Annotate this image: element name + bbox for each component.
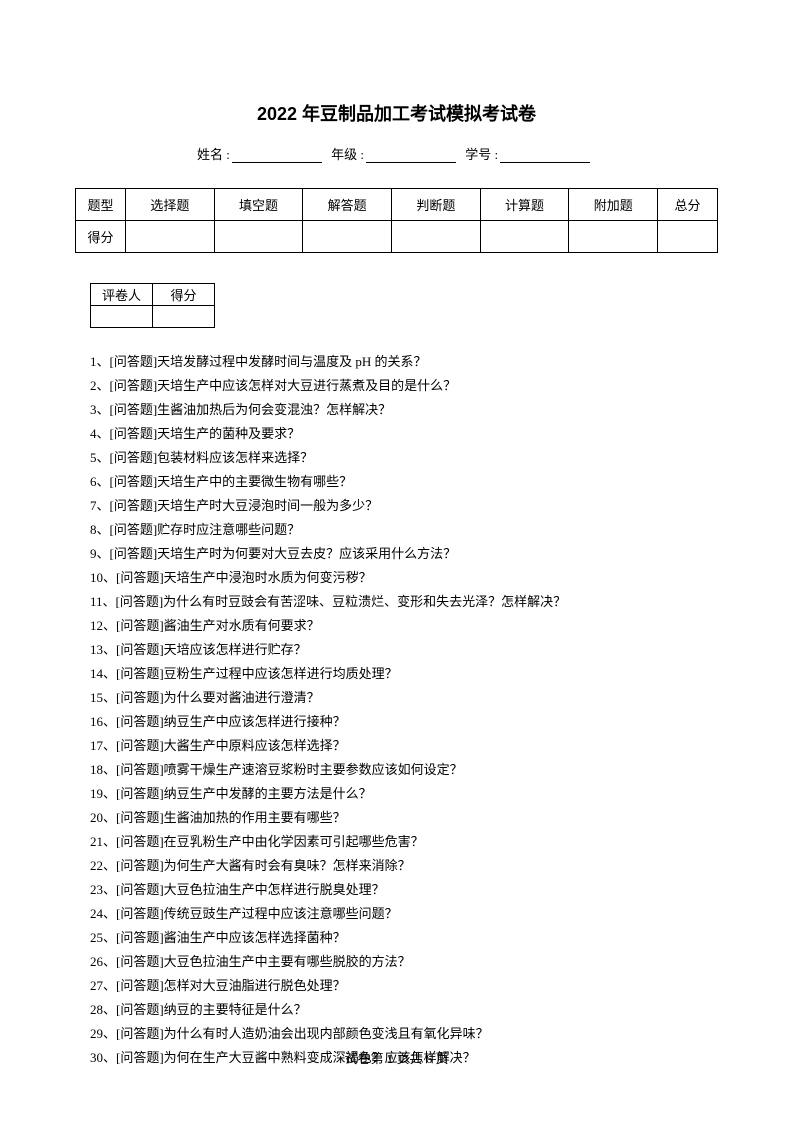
question-item: 22、[问答题]为何生产大酱有时会有臭味？怎样来消除？ [90,854,718,878]
id-blank[interactable] [500,149,590,163]
score-cell[interactable] [480,221,569,253]
question-item: 10、[问答题]天培生产中浸泡时水质为何变污秽？ [90,566,718,590]
id-label: 学号 : [465,144,498,163]
question-item: 28、[问答题]纳豆的主要特征是什么？ [90,998,718,1022]
question-item: 26、[问答题]大豆色拉油生产中主要有哪些脱胶的方法？ [90,950,718,974]
table-row [91,306,215,328]
score-label: 得分 [76,221,126,253]
grader-label: 评卷人 [91,284,153,306]
table-row: 题型 选择题 填空题 解答题 判断题 计算题 附加题 总分 [76,189,718,221]
header-cell: 总分 [658,189,718,221]
name-label: 姓名 : [197,144,230,163]
table-row: 评卷人 得分 [91,284,215,306]
header-cell: 填空题 [214,189,303,221]
question-item: 7、[问答题]天培生产时大豆浸泡时间一般为多少？ [90,494,718,518]
question-item: 17、[问答题]大酱生产中原料应该怎样选择？ [90,734,718,758]
score-cell[interactable] [392,221,481,253]
question-item: 29、[问答题]为什么有时人造奶油会出现内部颜色变浅且有氧化异味？ [90,1022,718,1046]
grader-blank[interactable] [91,306,153,328]
question-item: 8、[问答题]贮存时应注意哪些问题？ [90,518,718,542]
questions-list: 1、[问答题]天培发酵过程中发酵时间与温度及 pH 的关系？ 2、[问答题]天培… [75,350,718,1070]
question-item: 5、[问答题]包装材料应该怎样来选择？ [90,446,718,470]
grader-score-label: 得分 [153,284,215,306]
question-item: 3、[问答题]生酱油加热后为何会变混浊？怎样解决？ [90,398,718,422]
header-cell: 判断题 [392,189,481,221]
question-item: 19、[问答题]纳豆生产中发酵的主要方法是什么？ [90,782,718,806]
question-item: 18、[问答题]喷雾干燥生产速溶豆浆粉时主要参数应该如何设定？ [90,758,718,782]
score-cell[interactable] [214,221,303,253]
question-item: 15、[问答题]为什么要对酱油进行澄清？ [90,686,718,710]
grader-table: 评卷人 得分 [90,283,215,328]
grade-blank[interactable] [366,149,456,163]
question-item: 11、[问答题]为什么有时豆豉会有苦涩味、豆粒溃烂、变形和失去光泽？怎样解决？ [90,590,718,614]
question-item: 24、[问答题]传统豆豉生产过程中应该注意哪些问题？ [90,902,718,926]
grade-label: 年级 : [331,144,364,163]
question-item: 20、[问答题]生酱油加热的作用主要有哪些？ [90,806,718,830]
score-cell[interactable] [126,221,215,253]
page-footer: 试卷第 1 页共 6 页 [0,1048,793,1067]
grader-score-blank[interactable] [153,306,215,328]
question-item: 4、[问答题]天培生产的菌种及要求？ [90,422,718,446]
question-item: 2、[问答题]天培生产中应该怎样对大豆进行蒸煮及目的是什么？ [90,374,718,398]
question-item: 13、[问答题]天培应该怎样进行贮存？ [90,638,718,662]
name-blank[interactable] [232,149,322,163]
question-item: 23、[问答题]大豆色拉油生产中怎样进行脱臭处理？ [90,878,718,902]
question-item: 6、[问答题]天培生产中的主要微生物有哪些？ [90,470,718,494]
header-cell: 计算题 [480,189,569,221]
question-item: 16、[问答题]纳豆生产中应该怎样进行接种？ [90,710,718,734]
exam-title: 2022 年豆制品加工考试模拟考试卷 [75,100,718,126]
type-label: 题型 [76,189,126,221]
table-row: 得分 [76,221,718,253]
question-item: 12、[问答题]酱油生产对水质有何要求？ [90,614,718,638]
header-cell: 选择题 [126,189,215,221]
question-item: 25、[问答题]酱油生产中应该怎样选择菌种？ [90,926,718,950]
score-cell[interactable] [569,221,658,253]
score-cell[interactable] [658,221,718,253]
question-item: 27、[问答题]怎样对大豆油脂进行脱色处理？ [90,974,718,998]
question-type-table: 题型 选择题 填空题 解答题 判断题 计算题 附加题 总分 得分 [75,188,718,253]
header-cell: 附加题 [569,189,658,221]
question-item: 1、[问答题]天培发酵过程中发酵时间与温度及 pH 的关系？ [90,350,718,374]
question-item: 21、[问答题]在豆乳粉生产中由化学因素可引起哪些危害？ [90,830,718,854]
question-item: 14、[问答题]豆粉生产过程中应该怎样进行均质处理？ [90,662,718,686]
student-info-line: 姓名 : 年级 : 学号 : [75,144,718,163]
header-cell: 解答题 [303,189,392,221]
score-cell[interactable] [303,221,392,253]
question-item: 9、[问答题]天培生产时为何要对大豆去皮？应该采用什么方法？ [90,542,718,566]
